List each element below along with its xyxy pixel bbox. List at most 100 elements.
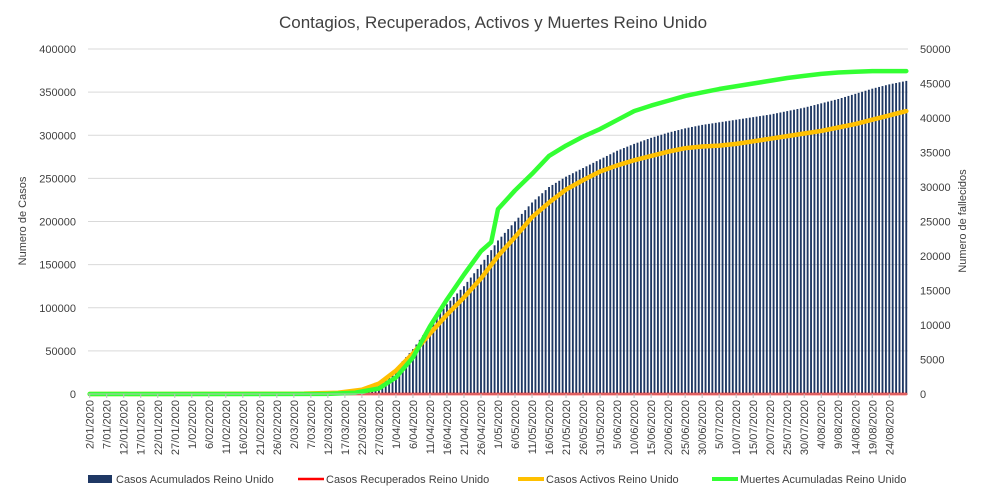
x-tick-label: 12/03/2020 [323, 400, 335, 455]
x-tick-label: 1/05/2020 [493, 400, 505, 449]
bar [503, 232, 506, 394]
x-tick-label: 16/04/2020 [442, 400, 454, 455]
bar [656, 135, 659, 394]
bar [476, 268, 479, 394]
bar [473, 273, 476, 394]
bar [854, 93, 857, 394]
x-tick-label: 19/08/2020 [867, 400, 879, 455]
series-line [87, 108, 909, 397]
x-tick-label: 20/06/2020 [663, 400, 675, 455]
bar [425, 330, 428, 394]
bar [520, 213, 523, 394]
x-tick-label: 11/05/2020 [527, 400, 539, 454]
bar [629, 145, 632, 394]
bar [534, 199, 537, 394]
bar [874, 87, 877, 394]
x-tick-label: 10/07/2020 [731, 400, 743, 455]
x-tick-label: 27/03/2020 [374, 400, 386, 455]
y-tick-label: 350000 [39, 87, 76, 99]
x-tick-label: 15/06/2020 [646, 400, 658, 455]
bar [667, 132, 670, 394]
bar [605, 155, 608, 394]
bar [517, 217, 520, 394]
bar [585, 166, 588, 394]
x-tick-label: 22/03/2020 [357, 400, 369, 455]
bar [816, 104, 819, 394]
bar [793, 109, 795, 394]
bar [541, 193, 544, 394]
y2-tick-label: 0 [920, 389, 926, 401]
bar [449, 300, 452, 394]
bar [881, 86, 884, 394]
bar [493, 245, 496, 394]
bar [691, 126, 693, 394]
bar [561, 178, 564, 394]
legend-label: Casos Activos Reino Unido [546, 474, 679, 486]
bar [537, 196, 540, 394]
bar [745, 118, 748, 395]
x-tick-label: 9/08/2020 [833, 400, 845, 449]
bar [483, 259, 486, 394]
bar [575, 171, 578, 394]
bar [452, 297, 455, 394]
bar [568, 174, 571, 394]
bar [728, 120, 731, 394]
bar [823, 102, 826, 394]
x-tick-label: 2/03/2020 [289, 400, 301, 449]
bar [721, 121, 724, 395]
bar [415, 344, 418, 394]
x-tick-label: 16/05/2020 [544, 400, 556, 455]
bar [827, 101, 829, 395]
bar [759, 116, 761, 394]
bar [592, 162, 595, 394]
x-tick-label: 6/05/2020 [510, 400, 522, 449]
x-tick-label: 22/01/2020 [153, 400, 165, 455]
x-tick-label: 2/01/2020 [85, 400, 97, 449]
bar [711, 123, 714, 394]
x-tick-label: 21/04/2020 [459, 400, 471, 455]
bar [799, 108, 802, 394]
bar [762, 115, 765, 394]
y-tick-label: 250000 [39, 173, 76, 185]
bar [565, 176, 567, 394]
x-tick-label: 10/06/2020 [629, 400, 641, 455]
bar [514, 221, 516, 394]
bars-layer [289, 80, 908, 395]
bar [612, 152, 615, 394]
y2-tick-label: 25000 [920, 217, 951, 229]
bar [803, 107, 806, 395]
bar [813, 105, 816, 394]
y-tick-label: 150000 [39, 260, 76, 272]
x-tick-label: 12/01/2020 [119, 400, 131, 455]
x-tick-label: 14/08/2020 [850, 400, 862, 455]
bar [680, 129, 683, 394]
bar [558, 180, 561, 394]
bar [786, 111, 789, 394]
bar [714, 122, 717, 394]
x-tick-label: 25/06/2020 [680, 400, 692, 455]
bar [776, 113, 778, 395]
bar [398, 365, 401, 394]
bar [663, 133, 666, 394]
x-tick-label: 7/03/2020 [306, 400, 318, 449]
y2-tick-label: 40000 [920, 113, 951, 125]
bar [850, 94, 853, 394]
x-tick-label: 1/02/2020 [187, 400, 199, 449]
x-tick-label: 21/02/2020 [255, 400, 267, 455]
bar [391, 371, 394, 394]
bar [582, 168, 584, 394]
x-tick-label: 5/07/2020 [714, 400, 726, 449]
bar [446, 304, 448, 394]
bar [833, 99, 836, 394]
bar [684, 128, 687, 394]
bar [469, 277, 472, 394]
x-tick-label: 1/04/2020 [391, 400, 403, 449]
bar [412, 349, 414, 394]
bar [864, 90, 867, 394]
bar [633, 143, 636, 395]
y2-tick-label: 30000 [920, 182, 951, 194]
legend-swatch [88, 475, 112, 483]
y2-tick-label: 10000 [920, 320, 951, 332]
bar [527, 206, 530, 394]
